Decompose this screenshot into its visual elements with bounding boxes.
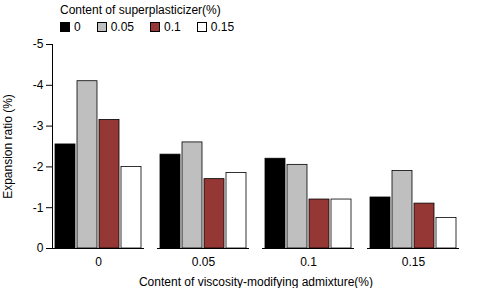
html-text:0: 0 [74,20,81,34]
html-text:0.1: 0.1 [164,20,181,34]
svg-text:0.05: 0.05 [192,255,216,269]
svg-text:0.1: 0.1 [300,255,317,269]
svg-text:0: 0 [37,241,44,255]
svg-text:0: 0 [95,255,102,269]
html-text:0.15: 0.15 [210,20,235,34]
svg-text:-3: -3 [33,119,44,133]
svg-text:Content of viscosity-modifying: Content of viscosity-modifying admixture… [139,275,373,288]
svg-text:-4: -4 [33,78,44,92]
svg-text:0.15: 0.15 [402,255,426,269]
svg-text:-1: -1 [33,201,44,215]
svg-text:Expansion ratio (%): Expansion ratio (%) [1,94,15,199]
html-text:Content of superplasticizer(%): Content of superplasticizer(%) [60,3,221,17]
svg-text:-5: -5 [33,37,44,51]
html-text:0.05: 0.05 [110,20,134,34]
svg-text:-2: -2 [33,160,44,174]
